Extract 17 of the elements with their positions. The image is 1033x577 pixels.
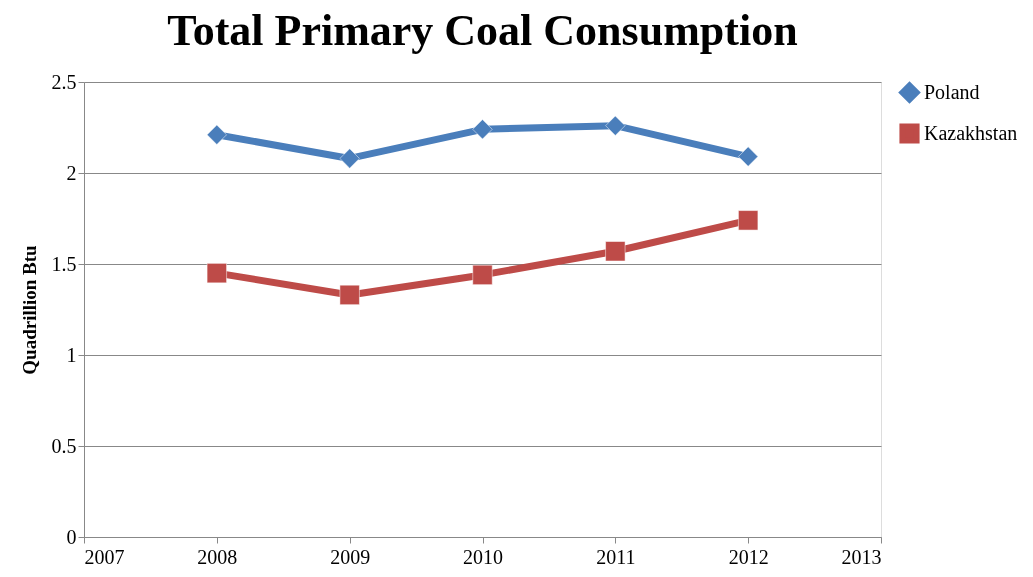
x-tick-label: 2012 (728, 545, 769, 568)
y-tick-label: 1 (66, 343, 77, 366)
y-tick-label: 1.5 (51, 252, 77, 275)
y-tick-label: 2.5 (51, 70, 77, 93)
chart-title: Total Primary Coal Consumption (167, 6, 798, 55)
x-tick-label: 2010 (463, 545, 503, 568)
x-tick-label: 2009 (330, 545, 371, 568)
y-tick-label: 0 (66, 525, 77, 548)
x-tick-label: 2011 (596, 545, 636, 568)
legend-label: Poland (924, 80, 980, 103)
x-tick-label: 2013 (841, 545, 882, 568)
y-tick-label: 2 (66, 161, 77, 184)
legend-label: Kazakhstan (924, 121, 1018, 144)
x-tick-label: 2007 (84, 545, 125, 568)
x-tick-label: 2008 (197, 545, 238, 568)
y-axis-title: Quadrillion Btu (18, 244, 40, 375)
y-tick-label: 0.5 (51, 434, 77, 457)
